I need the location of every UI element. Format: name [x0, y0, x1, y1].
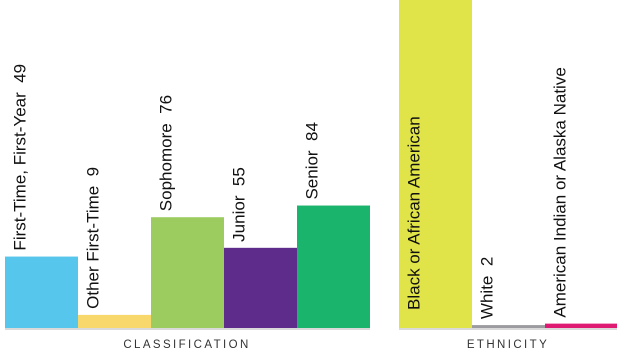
bar-ethnicity-3: [545, 323, 617, 328]
ethnicity-axis-label: ETHNICITY: [467, 339, 549, 351]
bar-classification-5: [297, 205, 370, 328]
bars-layer: [5, 0, 617, 328]
bar-label-ethnicity-3: American Indian or Alaska Native: [550, 67, 569, 317]
bar-classification-1: [5, 256, 78, 328]
bar-classification-3: [151, 217, 224, 328]
bar-label-ethnicity-2: White 2: [477, 257, 496, 319]
bar-classification-4: [224, 247, 297, 328]
bar-label-classification-4: Junior 55: [229, 167, 248, 242]
bar-label-classification-1: First-Time, First-Year 49: [10, 64, 29, 251]
bar-label-classification-2: Other First-Time 9: [83, 167, 102, 309]
bar-label-classification-3: Sophomore 76: [156, 95, 175, 211]
bar-ethnicity-2: [472, 325, 545, 328]
bar-label-ethnicity-1: Black or African American: [404, 116, 423, 310]
bar-ethnicity-1: [399, 0, 472, 328]
labels-layer: First-Time, First-Year 49 Other First-Tim…: [10, 64, 569, 319]
bar-classification-2: [78, 314, 151, 328]
bar-label-classification-5: Senior 84: [302, 122, 321, 200]
classification-axis-label: CLASSIFICATION: [123, 339, 250, 351]
